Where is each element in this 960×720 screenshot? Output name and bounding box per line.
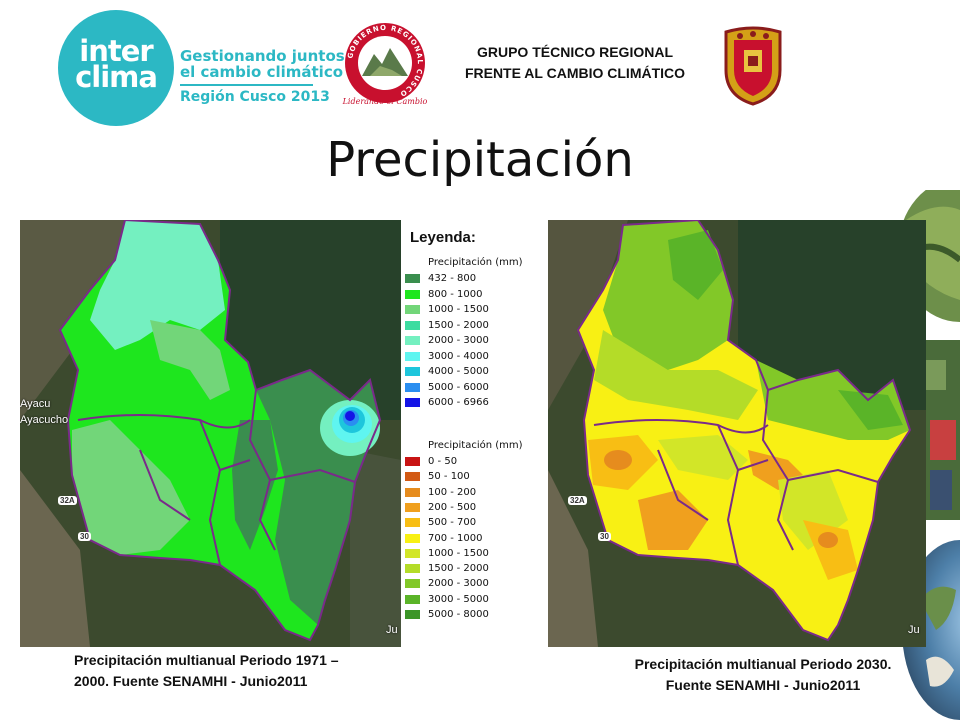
legend-label: 50 - 100 [428,471,470,483]
legend-swatch [405,305,420,314]
legend-swatch [405,610,420,619]
legend-swatch [405,367,420,376]
legend-item: 3000 - 5000 [405,593,489,606]
legend-label: 2000 - 3000 [428,578,489,590]
legend-item: 700 - 1000 [405,532,483,545]
legend-swatch [405,289,420,299]
legend-label: 100 - 200 [428,486,477,498]
legend-item: 2000 - 3000 [405,577,489,590]
gobierno-regional-cusco-seal: GOBIERNO REGIONAL CUSCO Liderando el Cam… [342,23,428,106]
legend-label: 6000 - 6966 [428,397,489,408]
legend-item: 3000 - 4000 [405,350,489,363]
legend-swatch [405,382,420,392]
legend-label: 3000 - 4000 [428,350,489,362]
legend-item: 200 - 500 [405,501,476,514]
decorative-globe-images [898,190,960,720]
logo-word-line2: clima [75,60,158,94]
legend-swatch [405,472,420,482]
legend-item: 50 - 100 [405,470,470,483]
legend-label: 500 - 700 [428,517,477,529]
legend-item: 432 - 800 [405,272,476,285]
legend-group2-heading: Precipitación (mm) [428,440,523,451]
legend-item: 2000 - 3000 [405,334,489,347]
road-shield-30: 30 [598,532,611,541]
legend-item: 5000 - 6000 [405,381,489,394]
legend-label: 432 - 800 [428,273,477,284]
legend-swatch [405,579,420,589]
legend-item: 6000 - 6966 [405,396,489,409]
tagline-line3: Región Cusco 2013 [180,89,330,105]
legend-label: 1000 - 1500 [428,304,489,315]
tagline-divider [180,84,313,86]
org-title-line2: FRENTE AL CAMBIO CLIMÁTICO [464,65,686,81]
legend-item: 1000 - 1500 [405,303,489,316]
legend-swatch [405,457,420,466]
legend-swatch [405,336,420,345]
legend-item: 1000 - 1500 [405,547,489,560]
cusco-coat-of-arms [724,26,782,106]
legend-swatch [405,548,420,558]
legend-label: 700 - 1000 [428,532,483,544]
legend-swatch [405,487,420,497]
logo-word-line1: inter [79,34,153,68]
svg-text:Liderando el Cambio: Liderando el Cambio [342,97,428,106]
legend-item: 5000 - 8000 [405,608,489,621]
legend-item: 0 - 50 [405,455,457,468]
org-title-line1: GRUPO TÉCNICO REGIONAL [476,44,673,60]
legend-label: 2000 - 3000 [428,335,489,346]
legend-swatch [405,564,420,574]
legend-swatch [405,533,420,543]
legend-swatch [405,274,420,283]
legend-title: Leyenda: [410,229,476,246]
legend-item: 100 - 200 [405,486,476,499]
tagline-line2: el cambio climático [180,63,344,81]
legend-item: 1500 - 2000 [405,562,489,575]
legend-swatch [405,398,420,407]
legend-label: 1000 - 1500 [428,547,489,559]
legend-label: 0 - 50 [428,456,458,467]
legend-swatch [405,320,420,330]
legend-item: 500 - 700 [405,516,476,529]
legend-label: 200 - 500 [428,501,477,513]
caption-left: Precipitación multianual Periodo 1971 – … [74,652,339,689]
legend-swatch [405,594,420,604]
map-label-ayacu: Ayacu [20,398,51,410]
caption-right: Precipitación multianual Periodo 2030. F… [634,656,892,693]
legend-swatch [405,502,420,512]
interclima-logo-text: inter clima [64,34,168,94]
legend-swatch [405,351,420,361]
org-title: GRUPO TÉCNICO REGIONAL FRENTE AL CAMBIO … [450,42,700,84]
legend-label: 3000 - 5000 [428,593,489,605]
map-label-edge: Ju [908,624,920,636]
legend-label: 1500 - 2000 [428,563,489,575]
map-precip-2030: 32A 30 Ju [548,220,926,647]
road-shield-32a: 32A [58,496,77,505]
legend-item: 4000 - 5000 [405,365,489,378]
map-label-edge: Ju [386,624,398,636]
legend-label: 4000 - 5000 [428,366,489,377]
interclima-logo [58,10,174,126]
road-shield-30: 30 [78,532,91,541]
legend-label: 1500 - 2000 [428,319,489,331]
tagline-line1: Gestionando juntos [180,47,345,65]
road-shield-32a: 32A [568,496,587,505]
page-title: Precipitación [326,132,634,188]
legend-swatch [405,518,420,528]
legend-item: 800 - 1000 [405,288,483,301]
map-precip-1971-2000: Ayacu Ayacucho 32A 30 Ju [20,220,401,647]
map-label-ayacucho: Ayacucho [20,414,69,426]
legend-item: 1500 - 2000 [405,319,489,332]
legend-label: 800 - 1000 [428,288,483,300]
legend-label: 5000 - 8000 [428,609,489,620]
legend-label: 5000 - 6000 [428,381,489,393]
legend-group1-heading: Precipitación (mm) [428,257,523,268]
